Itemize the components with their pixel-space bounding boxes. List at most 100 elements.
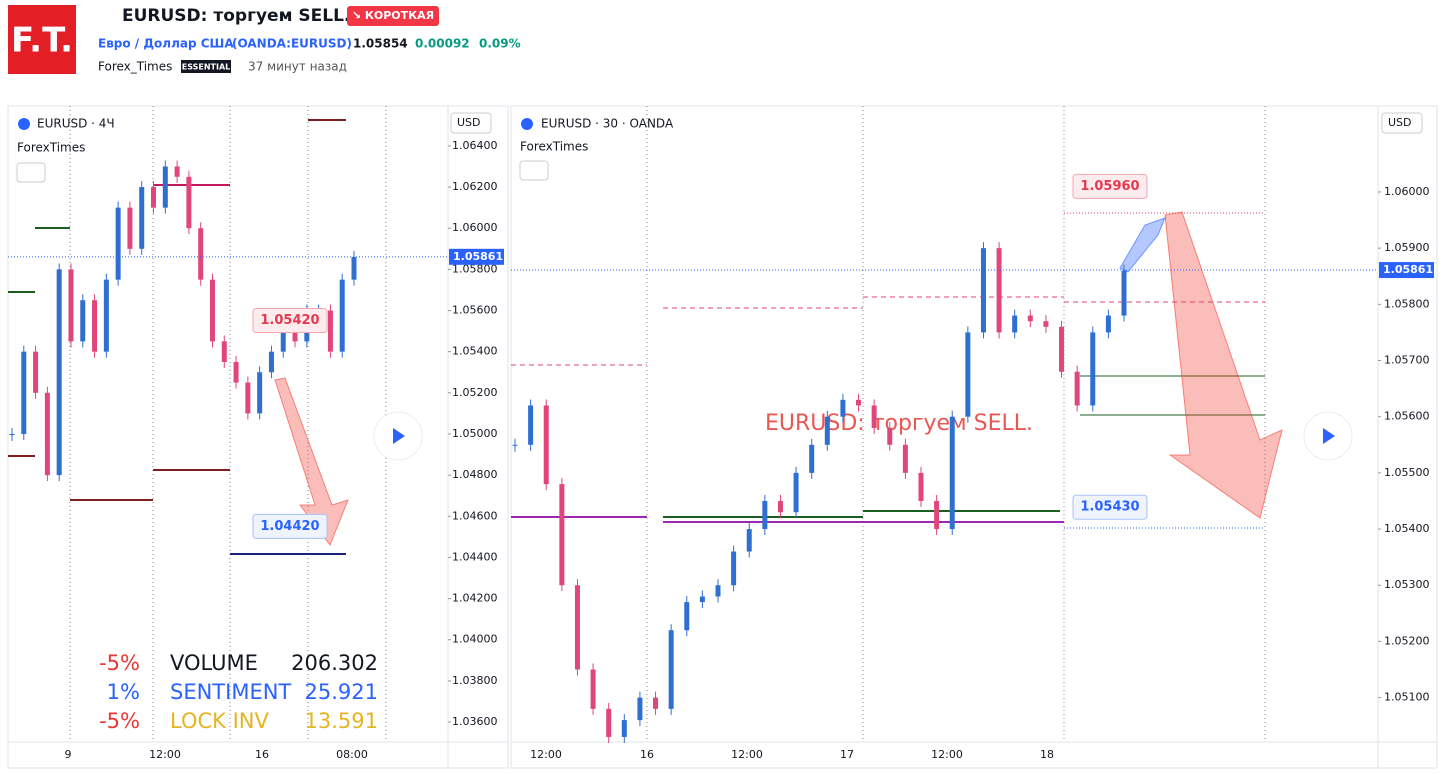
- currency-button[interactable]: [1381, 112, 1423, 134]
- currency-button[interactable]: [450, 112, 492, 134]
- candle: [221, 341, 227, 362]
- candle: [115, 207, 121, 280]
- candle: [1105, 315, 1111, 333]
- x-tick-label: 12:00: [731, 748, 763, 761]
- candle: [606, 708, 612, 737]
- left-panel: [7, 105, 509, 769]
- candle: [127, 207, 133, 249]
- candle: [68, 269, 74, 342]
- candle: [1012, 315, 1018, 333]
- y-tick-label: 1.05800: [1384, 297, 1430, 310]
- candle: [777, 500, 783, 513]
- x-tick-label: 16: [640, 748, 654, 761]
- sell-arrow: [274, 377, 349, 547]
- candle: [574, 585, 580, 670]
- last-price-label: 1.05861: [453, 250, 503, 263]
- right-panel: [510, 105, 1438, 769]
- author[interactable]: Forex_Times: [98, 60, 172, 74]
- candle: [44, 392, 50, 476]
- candle: [268, 351, 274, 373]
- candle: [80, 300, 86, 342]
- price-label: 1.05430: [1080, 500, 1139, 515]
- candle: [139, 187, 145, 249]
- y-tick-label: 1.05200: [452, 386, 498, 399]
- candle: [186, 176, 192, 229]
- candle: [528, 405, 534, 445]
- price-label: 1.05960: [1080, 179, 1139, 194]
- y-tick-label: 1.05800: [452, 262, 498, 275]
- sell-arrow: [1164, 211, 1283, 519]
- price-label-box: [252, 308, 328, 334]
- candle: [151, 187, 157, 208]
- candle: [809, 444, 815, 473]
- x-tick-label: 17: [840, 748, 854, 761]
- badge: [347, 6, 439, 26]
- candle: [1121, 270, 1127, 316]
- x-tick-label: 12:00: [149, 748, 181, 761]
- y-tick-label: 1.03600: [452, 715, 498, 728]
- x-tick-label: 08:00: [336, 748, 368, 761]
- candle: [1043, 321, 1049, 327]
- candle: [1059, 326, 1065, 372]
- symbol-name[interactable]: Евро / Доллар США: [98, 37, 234, 51]
- plan: ESSENTIAL: [182, 63, 231, 72]
- collapse-button[interactable]: [519, 160, 549, 181]
- watermark: EURUSD: торгуем SELL.: [765, 411, 1033, 436]
- candle: [174, 166, 180, 177]
- y-tick-label: 1.05900: [1384, 241, 1430, 254]
- candle: [793, 472, 799, 513]
- candle: [902, 444, 908, 473]
- overlay-value: 25.921: [305, 680, 378, 704]
- symbol-code[interactable]: (OANDA:EURUSD): [232, 37, 352, 51]
- candle: [746, 529, 752, 552]
- candle: [559, 484, 565, 586]
- candle: [1090, 332, 1096, 406]
- time: 37 минут назад: [248, 60, 347, 74]
- candle: [949, 416, 955, 530]
- y-tick-label: 1.04200: [452, 592, 498, 605]
- candle: [731, 551, 737, 586]
- y-tick-label: 1.04000: [452, 633, 498, 646]
- candle: [198, 228, 204, 280]
- y-tick-label: 1.04400: [452, 550, 498, 563]
- y-tick-label: 1.05000: [452, 427, 498, 440]
- y-tick-label: 1.06000: [452, 221, 498, 234]
- overlay-pct: -5%: [99, 709, 140, 733]
- candle: [871, 405, 877, 428]
- candle: [543, 405, 549, 485]
- y-tick-label: 1.04800: [452, 468, 498, 481]
- candle: [590, 669, 596, 709]
- candle: [1027, 315, 1033, 322]
- candle: [887, 427, 893, 445]
- y-tick-label: 1.05500: [1384, 466, 1430, 479]
- y-tick-label: 1.05600: [452, 304, 498, 317]
- y-tick-label: 1.05400: [1384, 522, 1430, 535]
- overlay-name: SENTIMENT: [170, 680, 291, 704]
- left-source: ForexTimes: [17, 141, 85, 155]
- candle: [1074, 371, 1080, 406]
- session-lines: [69, 106, 1266, 742]
- candle: [637, 697, 643, 721]
- candle: [33, 351, 39, 393]
- candle: [21, 351, 27, 434]
- idea-title: EURUSD: торгуем SELL.: [122, 6, 350, 26]
- change: 0.00092: [415, 37, 470, 51]
- candle: [824, 416, 830, 445]
- candle: [209, 279, 215, 342]
- candle: [56, 269, 62, 476]
- y-tick-label: 1.05600: [1384, 410, 1430, 423]
- last-price-tag: [1379, 262, 1434, 279]
- logo: [8, 5, 76, 74]
- candle: [92, 300, 98, 352]
- price-label-box: [1072, 494, 1148, 520]
- candle: [668, 630, 674, 709]
- candle: [162, 166, 168, 208]
- candle: [918, 472, 924, 501]
- y-tick-label: 1.05700: [1384, 354, 1430, 367]
- y-tick-label: 1.05100: [1384, 691, 1430, 704]
- y-tick-label: 1.06000: [1384, 185, 1430, 198]
- y-tick-label: 1.06400: [452, 139, 498, 152]
- collapse-button[interactable]: [16, 162, 46, 183]
- overlay-name: LOCK INV: [170, 709, 269, 733]
